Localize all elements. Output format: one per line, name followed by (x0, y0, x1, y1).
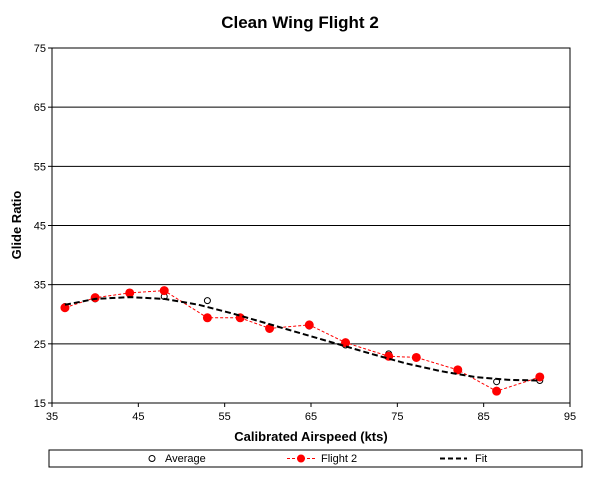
y-tick-label: 25 (34, 339, 46, 351)
y-tick-label: 65 (34, 102, 46, 114)
series-layer (60, 286, 545, 396)
legend-marker-average (148, 455, 156, 462)
series-line-fit (64, 296, 540, 382)
flight-2-point (90, 293, 100, 303)
flight-2-point (535, 372, 545, 382)
flight-2-point (159, 286, 169, 296)
legend-marker-flight-2 (297, 454, 305, 463)
series-line-flight-2 (64, 290, 540, 392)
y-tick-label: 35 (34, 280, 46, 292)
y-tick-label: 15 (34, 398, 46, 410)
flight-2-point (492, 386, 502, 396)
legend-label-fit: Fit (475, 453, 487, 465)
y-axis-title: Glide Ratio (9, 191, 24, 260)
y-tick-label: 45 (34, 221, 46, 233)
grid-lines (48, 47, 571, 407)
flight-2-point (125, 288, 135, 298)
flight-2-point (304, 320, 314, 330)
chart-title: Clean Wing Flight 2 (221, 13, 379, 32)
x-tick-label: 75 (391, 411, 403, 423)
x-tick-label: 45 (132, 411, 144, 423)
x-tick-label: 95 (564, 411, 576, 423)
legend-box (48, 449, 583, 468)
legend-item-average: Average (148, 453, 206, 465)
flight-2-point (60, 303, 70, 313)
x-tick-label: 35 (46, 411, 58, 423)
x-tick-label: 55 (219, 411, 231, 423)
y-tick-label: 75 (34, 43, 46, 55)
x-axis-title: Calibrated Airspeed (kts) (234, 429, 387, 444)
flight-2-point (411, 352, 421, 362)
flight-2-point (453, 365, 463, 375)
x-tick-label: 85 (478, 411, 490, 423)
legend-label-average: Average (165, 453, 206, 465)
y-tick-labels: 15 25 35 45 55 65 75 (34, 43, 46, 410)
legend-item-fit: Fit (440, 453, 487, 465)
x-tick-labels: 35 45 55 65 75 85 95 (46, 411, 576, 423)
legend-item-flight-2: Flight 2 (287, 453, 357, 465)
flight-2-point (202, 313, 212, 323)
average-point (203, 297, 211, 305)
flight-2-point (341, 338, 351, 348)
x-tick-label: 65 (305, 411, 317, 423)
legend-label-flight-2: Flight 2 (321, 453, 357, 465)
y-tick-label: 55 (34, 161, 46, 173)
